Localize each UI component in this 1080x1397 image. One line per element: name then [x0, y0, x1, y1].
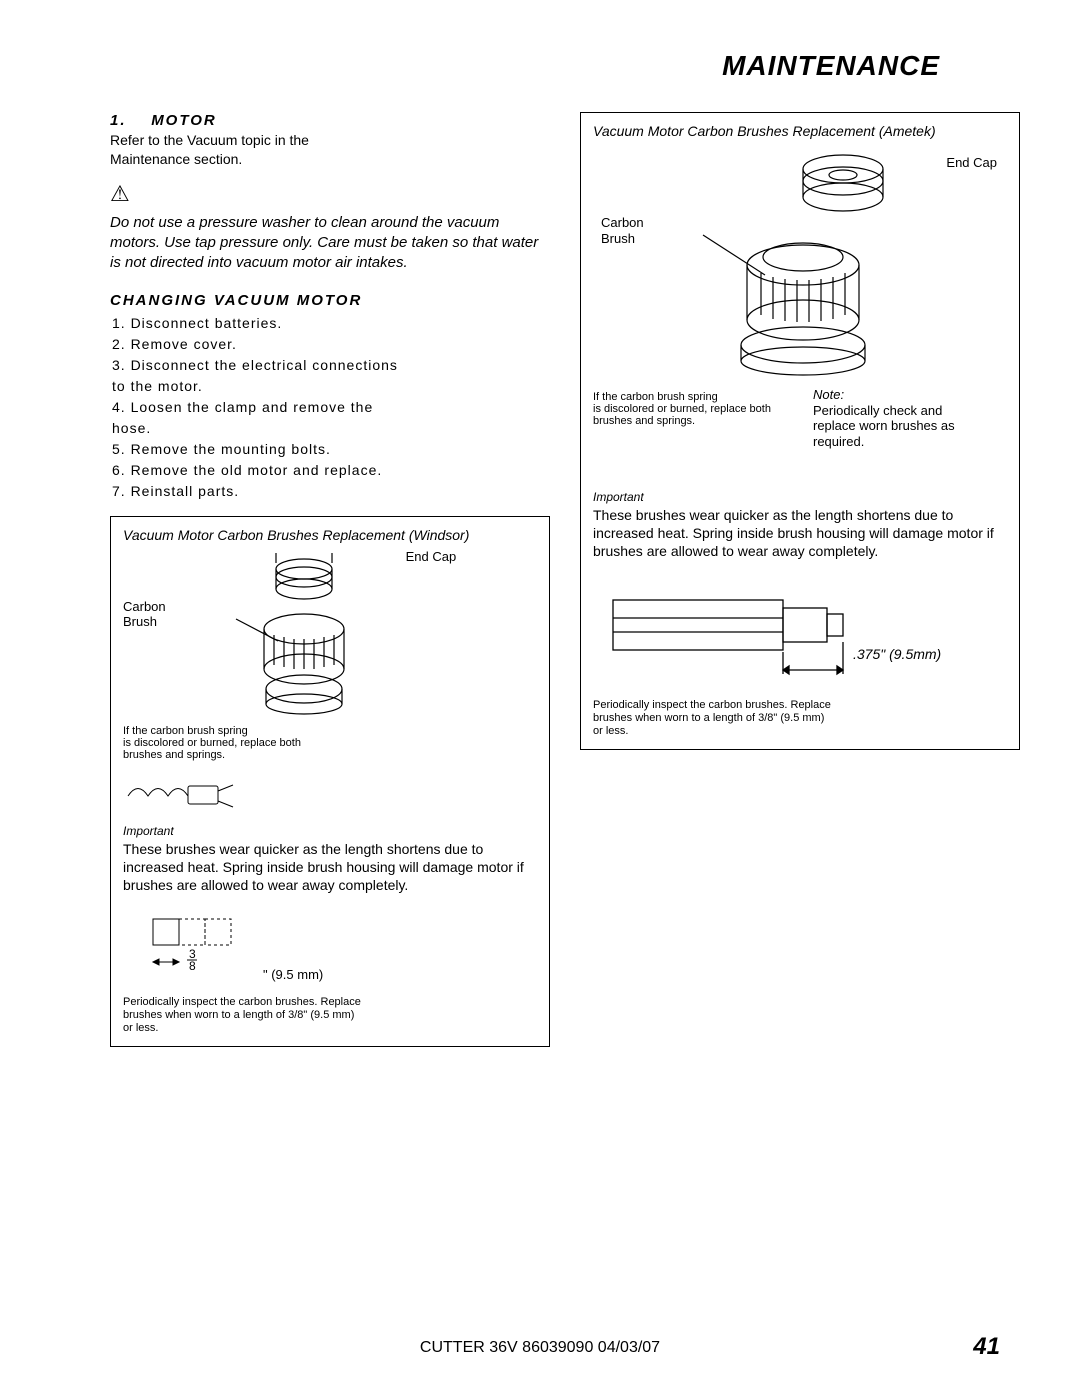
step-3: 3. Disconnect the electrical connections…: [112, 355, 550, 397]
warning-text: Do not use a pressure washer to clean ar…: [110, 213, 550, 274]
left-column: 1. MOTOR Refer to the Vacuum topic in th…: [110, 112, 550, 1047]
section-intro: Refer to the Vacuum topic in the Mainten…: [110, 131, 550, 169]
important-heading: Important: [123, 824, 537, 838]
step-7: 7. Reinstall parts.: [112, 481, 550, 502]
section-heading: 1. MOTOR: [110, 112, 550, 129]
page-footer: CUTTER 36V 86039090 04/03/07: [0, 1339, 1080, 1357]
warning-icon: ⚠: [110, 181, 550, 207]
subsection-heading: CHANGING VACUUM MOTOR: [110, 292, 550, 309]
section-title: MOTOR: [151, 112, 217, 129]
brush-holder-diagram: [593, 570, 893, 690]
page-number: 41: [973, 1333, 1000, 1361]
step-4: 4. Loosen the clamp and remove the hose.: [112, 397, 550, 439]
figure-title-windsor: Vacuum Motor Carbon Brushes Replacement …: [123, 527, 537, 543]
step-2: 2. Remove cover.: [112, 334, 550, 355]
note-label: Note:: [813, 387, 1007, 403]
motor-exploded-ametek-icon: [673, 145, 933, 385]
right-column: Vacuum Motor Carbon Brushes Replacement …: [580, 112, 1020, 1047]
brush-spring-icon: [123, 761, 243, 811]
important-heading-r: Important: [593, 490, 1007, 504]
wear-paragraph: These brushes wear quicker as the length…: [123, 840, 537, 895]
motor-exploded-icon: [196, 549, 376, 719]
figure-windsor: Vacuum Motor Carbon Brushes Replacement …: [110, 516, 550, 1048]
note-body: Periodically check and replace worn brus…: [813, 403, 1007, 450]
wear-paragraph-r: These brushes wear quicker as the length…: [593, 506, 1007, 561]
figure-ametek: Vacuum Motor Carbon Brushes Replacement …: [580, 112, 1020, 750]
step-5: 5. Remove the mounting bolts.: [112, 439, 550, 460]
label-carbon-brush: Carbon Brush: [123, 599, 166, 630]
dim-text-ametek: .375" (9.5mm): [853, 646, 941, 662]
step-6: 6. Remove the old motor and replace.: [112, 460, 550, 481]
two-column-layout: 1. MOTOR Refer to the Vacuum topic in th…: [110, 112, 1020, 1047]
label-carbon-brush-r: Carbon Brush: [601, 215, 644, 246]
procedure-steps: 1. Disconnect batteries. 2. Remove cover…: [110, 313, 550, 502]
step-1: 1. Disconnect batteries.: [112, 313, 550, 334]
note-block: Note: Periodically check and replace wor…: [813, 387, 1007, 449]
label-end-cap: End Cap: [406, 549, 457, 565]
section-number: 1.: [110, 112, 127, 129]
diagram-caption-ametek: Periodically inspect the carbon brushes.…: [593, 699, 1007, 737]
figure-small-note: If the carbon brush spring is discolored…: [123, 725, 537, 761]
diagram-caption-windsor: Periodically inspect the carbon brushes.…: [123, 996, 537, 1034]
figure-title-ametek: Vacuum Motor Carbon Brushes Replacement …: [593, 123, 1007, 139]
label-end-cap-r: End Cap: [946, 155, 997, 170]
page-title: MAINTENANCE: [110, 50, 1020, 82]
dim-text-windsor: " (9.5 mm): [263, 967, 537, 982]
